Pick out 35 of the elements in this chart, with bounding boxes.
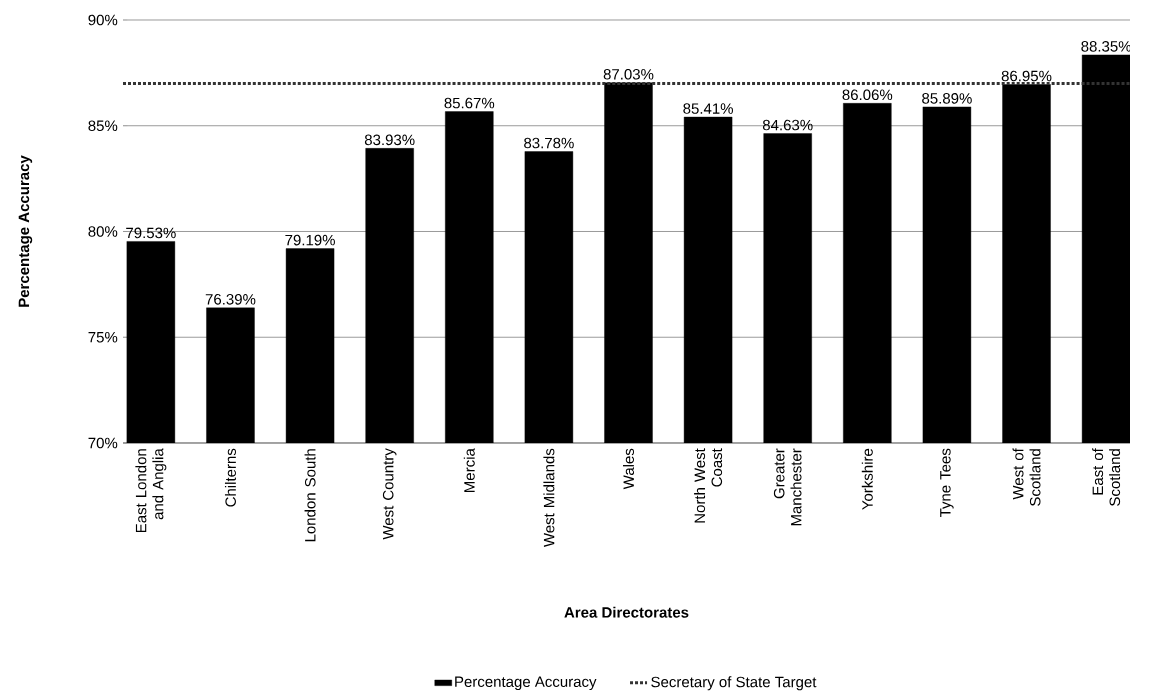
- data-label: 79.19%: [285, 234, 335, 246]
- y-axis-title: Percentage Accuracy: [18, 155, 33, 307]
- y-tick-label: 70%: [88, 437, 118, 449]
- x-tick-label: Tyne Tees: [940, 448, 954, 518]
- data-label: 84.63%: [762, 119, 813, 131]
- x-tick-label: East London and Anglia: [135, 448, 167, 533]
- data-label: 86.06%: [842, 89, 893, 101]
- x-tick-label: Yorkshire: [861, 448, 873, 510]
- data-label: 85.41%: [683, 103, 733, 114]
- x-tick-label: Chilterns: [224, 448, 236, 507]
- x-tick-label: West Midlands: [543, 448, 555, 548]
- x-tick-label: Mercia: [463, 448, 475, 492]
- data-label: 85.89%: [922, 93, 972, 104]
- x-tick-label: Wales: [622, 448, 634, 490]
- y-tick-label: 75%: [88, 331, 118, 343]
- y-tick-label: 85%: [88, 120, 118, 132]
- x-tick-label: East of Scotland: [1092, 448, 1121, 506]
- data-label: 79.53%: [126, 227, 176, 239]
- y-tick-label: 90%: [88, 14, 118, 26]
- data-label: 83.93%: [364, 134, 415, 146]
- data-label: 83.78%: [524, 137, 574, 149]
- data-label: 87.03%: [603, 68, 654, 80]
- legend-label: Percentage Accuracy: [455, 676, 597, 690]
- y-tick-label: 80%: [88, 226, 118, 237]
- data-label: 88.35%: [1081, 41, 1132, 52]
- data-label: 76.39%: [205, 294, 256, 305]
- x-tick-label: Greater Manchester: [773, 448, 802, 526]
- x-tick-label: London South: [304, 449, 316, 542]
- data-label: 85.67%: [444, 97, 495, 109]
- x-tick-label: North West Coast: [694, 448, 723, 523]
- legend-label: Secretary of State Target: [651, 676, 817, 691]
- x-tick-label: West Country: [382, 448, 397, 540]
- x-axis-title: Area Directorates: [564, 606, 689, 618]
- x-tick-label: West of Scotland: [1012, 448, 1041, 506]
- data-label: 86.95%: [1001, 70, 1052, 82]
